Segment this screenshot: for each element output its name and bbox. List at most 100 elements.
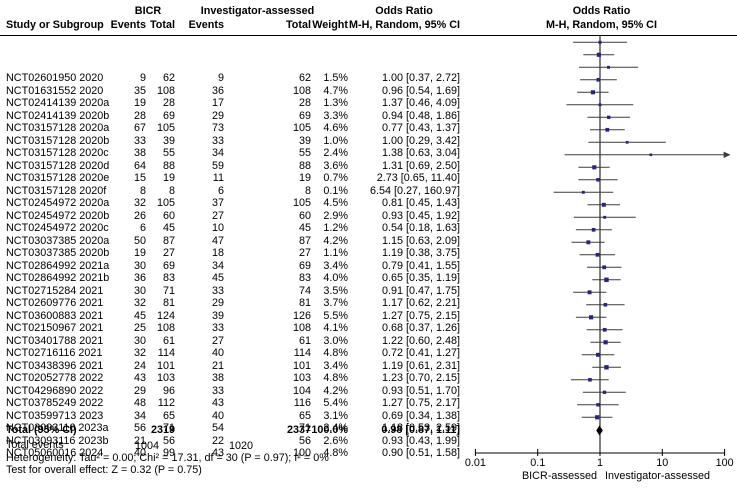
effect-square (586, 240, 591, 245)
total-row-label: Total (95% CI) (6, 424, 77, 436)
study-row: NCT02454972 2020c 6 45 10 45 1.2% 0.54 [0.18, … (0, 222, 466, 235)
inv-events: 33 (211, 134, 224, 147)
or-ci-text: 6.54 [0.27, 160.97] (369, 184, 460, 197)
study-row: NCT03599713 2023 34 65 40 65 3.1% 0.69 [0.34, … (0, 410, 466, 423)
inv-events: 54 (211, 422, 224, 434)
weight: 2.6% (323, 434, 348, 447)
total-events-label: Total events (6, 439, 64, 451)
inv-total: 8 (304, 184, 311, 197)
or-ci-text: 0.79 [0.41, 1.55] (381, 259, 460, 272)
study-column-header: Study or Subgroup (6, 19, 104, 31)
bicr-total: 103 (156, 372, 175, 384)
inv-events: 38 (211, 372, 224, 384)
study-row: NCT02716116 2021 32 114 40 114 4.8% 0.72 [0.41… (0, 347, 466, 360)
study-id: NCT03037385 2020b (6, 247, 110, 259)
header-divider (0, 35, 737, 36)
bicr-total: 112 (157, 397, 175, 409)
bicr-events: 50 (133, 234, 146, 247)
axis-tick-label: 0.01 (465, 457, 486, 469)
study-id: NCT01631552 2020 (6, 84, 104, 97)
bicr-events: 32 (133, 197, 146, 209)
effect-square (604, 277, 609, 283)
bicr-total: 65 (162, 409, 175, 422)
bicr-events: 21 (133, 434, 146, 447)
inv-events: 43 (211, 397, 224, 409)
inv-total: 101 (292, 359, 311, 372)
bicr-events: 29 (133, 384, 146, 397)
study-row: NCT02414139 2020b 28 69 29 69 3.3% 0.94 [0.48,… (0, 110, 466, 123)
or-ci-text: 1.31 [0.69, 2.50] (381, 159, 460, 172)
or-ci-text: 1.27 [0.75, 2.15] (381, 309, 460, 322)
bicr-events: 9 (139, 72, 146, 84)
inv-events: 22 (211, 434, 224, 447)
inv-events: 33 (211, 284, 224, 297)
inv-total: 62 (298, 72, 311, 84)
bicr-total: 124 (156, 309, 175, 322)
inv-total: 55 (298, 147, 311, 159)
effect-square (602, 327, 607, 332)
axis-tick-label: 0.1 (530, 457, 545, 469)
investigator-total-header: Total (286, 19, 311, 31)
study-id: NCT03093116 2023b (6, 434, 109, 447)
weight: 3.5% (323, 284, 348, 297)
bicr-total: 62 (162, 72, 175, 84)
or-ci-text: 0.72 [0.41, 1.27] (381, 347, 460, 359)
inv-events: 33 (211, 322, 224, 334)
or-ci-text: 1.37 [0.46, 4.09] (381, 97, 460, 109)
inv-total: 69 (298, 109, 311, 122)
effect-square (603, 340, 608, 345)
weight: 1.1% (323, 247, 348, 259)
inv-total: 45 (298, 222, 311, 234)
or-ci-text: 1.27 [0.75, 2.17] (381, 397, 460, 409)
bicr-total: 105 (156, 197, 175, 209)
effect-square (581, 190, 585, 194)
bicr-total: 8 (168, 184, 175, 197)
bicr-total: 88 (162, 159, 175, 172)
study-row: NCT03037385 2020b 19 27 18 27 1.1% 1.19 [0.38,… (0, 247, 466, 260)
inv-events: 21 (211, 359, 224, 372)
study-id: NCT03037385 2020a (6, 234, 110, 247)
axis-tick-label: 1 (597, 457, 603, 469)
inv-events: 10 (211, 222, 224, 234)
study-row: NCT03401788 2021 30 61 27 61 3.0% 1.22 [0.60, … (0, 335, 466, 348)
effect-square (591, 227, 596, 232)
study-row: NCT02454972 2020b 26 60 27 60 2.9% 0.93 [0.45,… (0, 210, 466, 223)
inv-events: 45 (211, 272, 224, 284)
weight: 5.5% (323, 309, 348, 322)
inv-events: 59 (211, 159, 224, 172)
inv-total: 108 (292, 322, 311, 334)
bicr-events: 34 (133, 409, 146, 422)
inv-total: 71 (298, 422, 311, 434)
study-row: NCT02864992 2021b 36 83 45 83 4.0% 0.65 [0.35,… (0, 272, 466, 285)
study-row: NCT03157128 2020a 67 105 73 105 4.6% 0.77 [0.4… (0, 122, 466, 135)
or-ci-text: 1.00 [0.37, 2.72] (381, 72, 460, 84)
favours-left-label: BICR-assessed (522, 470, 597, 482)
study-row: NCT03785249 2022 48 112 43 116 5.4% 1.27 [0.75… (0, 397, 466, 410)
effect-square (625, 140, 629, 144)
bicr-total: 39 (162, 134, 175, 147)
inv-total: 88 (298, 159, 311, 172)
weight: 4.2% (323, 234, 348, 247)
study-id: NCT03600883 2021 (6, 309, 104, 322)
inv-total: 103 (292, 372, 311, 384)
bicr-total: 27 (162, 247, 175, 259)
weight: 3.7% (323, 297, 348, 309)
or-ci-text: 0.81 [0.45, 1.43] (381, 197, 460, 209)
study-id: NCT03157128 2020e (6, 172, 110, 184)
inv-total: 126 (292, 309, 311, 322)
inv-total: 116 (293, 397, 311, 409)
or-ci-text: 0.94 [0.48, 1.86] (381, 109, 460, 122)
inv-total: 65 (298, 409, 311, 422)
weight: 2.9% (323, 209, 348, 222)
bicr-events: 38 (133, 147, 146, 159)
bicr-total: 108 (156, 322, 175, 334)
plot-title: Odds Ratio (572, 5, 631, 17)
bicr-events: 8 (139, 184, 146, 197)
study-row: NCT01631552 2020 35 108 36 108 4.7% 0.96 [0.54… (0, 85, 466, 98)
weight: 0.7% (323, 172, 348, 184)
study-id: NCT02454972 2020a (6, 197, 110, 209)
or-ci-text: 1.00 [0.29, 3.42] (381, 134, 460, 147)
weight: 4.8% (323, 447, 348, 459)
effect-square (589, 315, 594, 320)
